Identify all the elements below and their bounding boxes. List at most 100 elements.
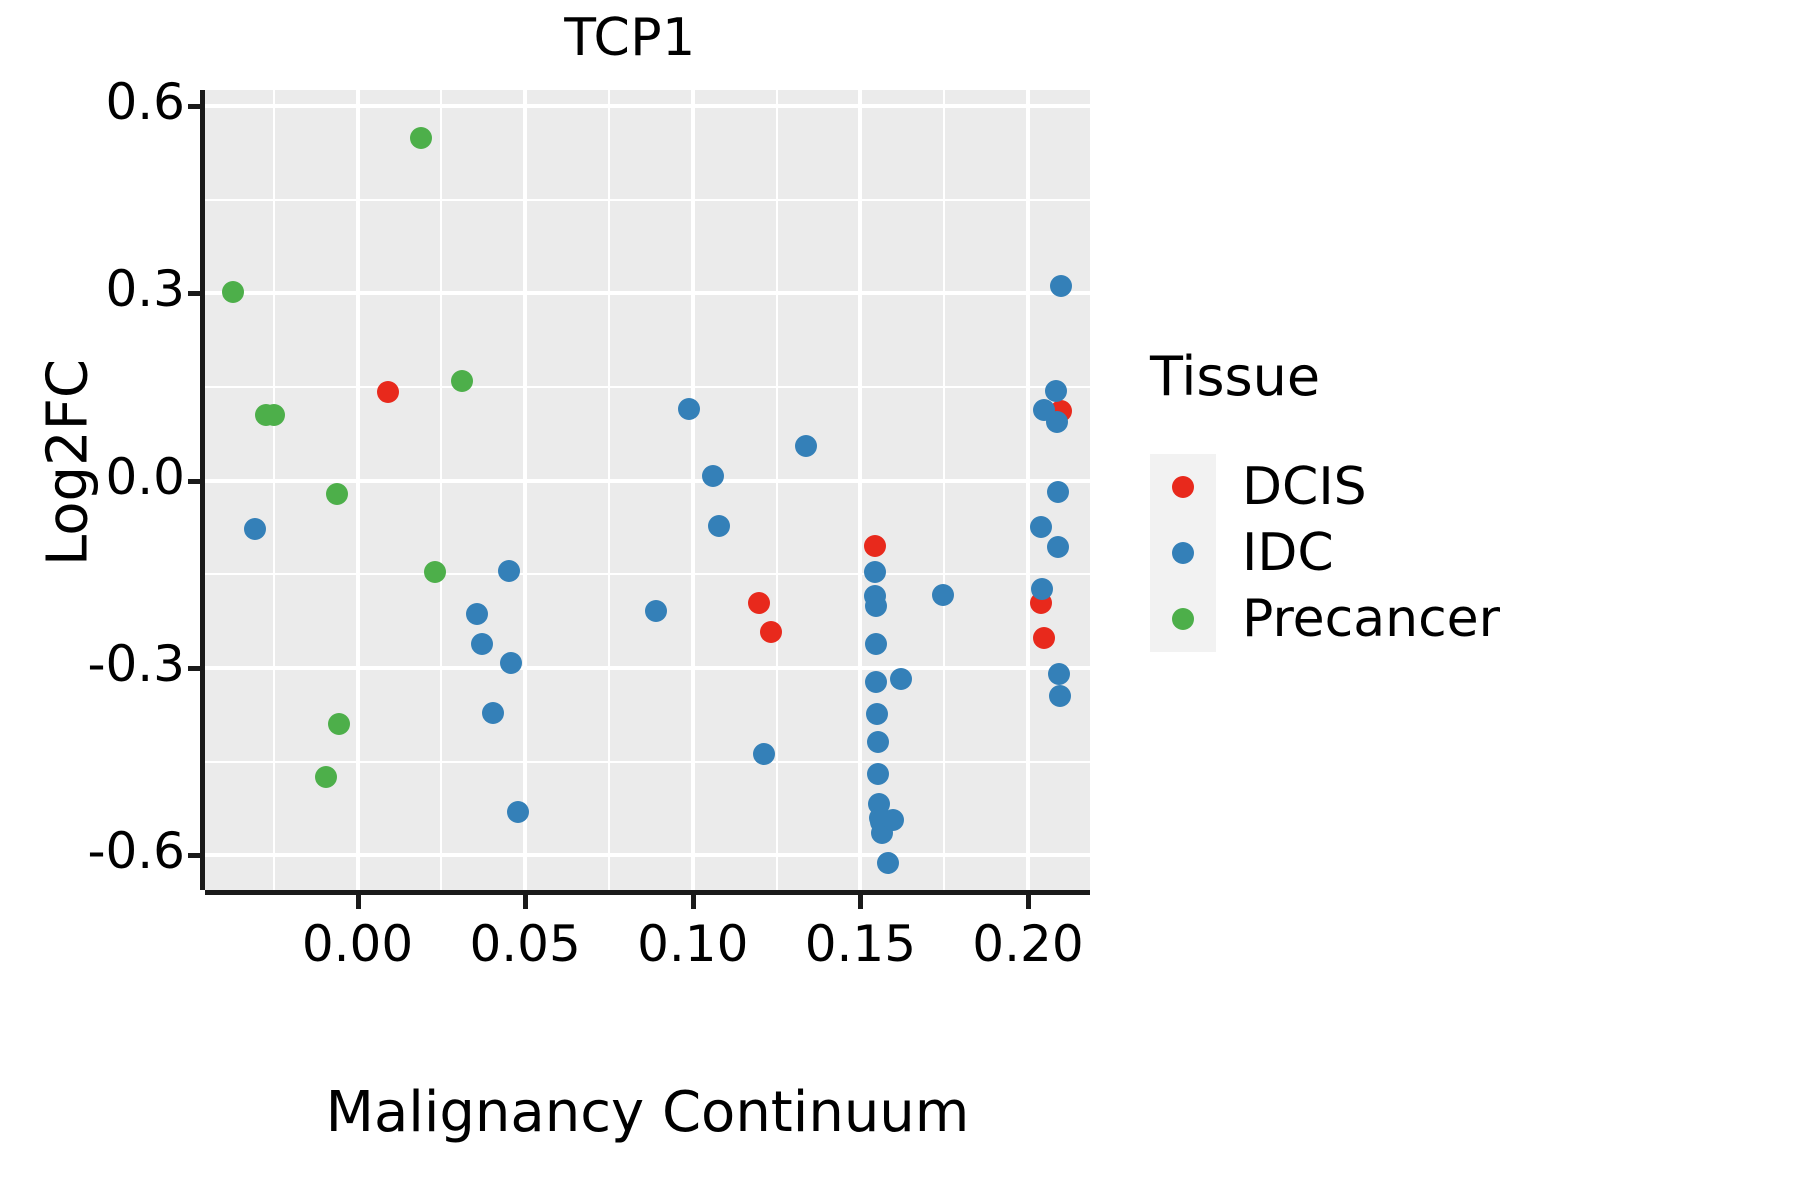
data-point-precancer [424,560,447,583]
data-point-idc [866,702,889,725]
gridline-major-horizontal [205,478,1090,483]
data-point-precancer [325,482,348,505]
gridline-major-horizontal [205,665,1090,670]
data-point-idc [498,560,521,583]
data-point-idc [644,599,667,622]
data-point-dcis [759,621,782,644]
x-axis-tick [690,895,696,909]
gridline-major-vertical [523,90,528,890]
data-point-idc [1047,663,1070,686]
legend-title: Tissue [1150,345,1321,408]
gridline-major-horizontal [205,103,1090,108]
chart-title: TCP1 [564,8,696,68]
x-axis-tick [1025,895,1031,909]
data-point-precancer [221,281,244,304]
x-axis-tick [858,895,864,909]
data-point-dcis [377,380,400,403]
x-axis-tick-label: 0.00 [301,915,414,973]
x-axis-tick [355,895,361,909]
data-point-idc [1049,274,1072,297]
y-axis-tick [188,853,202,859]
legend-item-precancer[interactable]: Precancer [1150,586,1770,652]
y-axis-tick-label: -0.3 [87,634,185,693]
data-point-idc [1030,515,1053,538]
legend-item-label: Precancer [1242,589,1501,649]
data-point-precancer [314,766,337,789]
data-point-idc [707,515,730,538]
data-point-idc [1048,685,1071,708]
x-axis-tick [523,895,529,909]
data-point-idc [752,742,775,765]
legend-item-label: DCIS [1242,457,1367,517]
data-point-precancer [263,404,286,427]
data-point-idc [866,730,889,753]
gridline-major-horizontal [205,291,1090,296]
y-axis-tick-label: 0.6 [105,72,185,131]
data-point-idc [866,763,889,786]
legend-key-swatch [1150,520,1216,586]
data-point-idc [507,801,530,824]
data-point-idc [701,464,724,487]
y-axis-tick-label: 0.0 [105,447,185,506]
gridline-minor-vertical [607,90,610,890]
data-point-idc [865,594,888,617]
data-point-idc [1046,410,1069,433]
data-point-idc [1045,380,1068,403]
y-axis-tick [188,665,202,671]
gridline-major-vertical [1025,90,1030,890]
gridline-major-vertical [858,90,863,890]
gridline-minor-horizontal [205,198,1090,201]
data-point-idc [864,561,887,584]
gridline-minor-vertical [943,90,946,890]
legend-key-swatch [1150,586,1216,652]
legend-dot-icon [1172,542,1194,564]
legend-item-label: IDC [1242,523,1334,583]
data-point-idc [1047,481,1070,504]
legend-item-idc[interactable]: IDC [1150,520,1770,586]
gridline-minor-horizontal [205,573,1090,576]
data-point-idc [1031,578,1054,601]
y-axis-title: Log2FC [35,359,101,566]
gridline-minor-horizontal [205,385,1090,388]
data-point-idc [865,671,888,694]
data-point-idc [500,651,523,674]
x-axis-tick-label: 0.10 [637,915,749,973]
y-axis-tick [188,103,202,109]
gridline-major-vertical [355,90,360,890]
y-axis-tick [188,478,202,484]
y-axis-tick-label: 0.3 [105,260,185,319]
legend-entries: DCIS IDC Precancer [1150,454,1770,652]
y-axis-tick [188,291,202,297]
legend-dot-icon [1172,608,1194,630]
data-point-idc [795,435,818,458]
legend: Tissue DCIS IDC Precancer [1150,345,1770,652]
x-axis-tick-label: 0.05 [469,915,581,973]
data-point-precancer [451,369,474,392]
y-axis-tick-label: -0.6 [87,822,185,881]
data-point-idc [865,633,888,656]
y-axis-line [200,90,205,890]
x-axis-tick-label: 0.20 [972,915,1084,973]
x-axis-tick-label: 0.15 [804,915,917,973]
gridline-minor-horizontal [205,760,1090,763]
gridline-major-horizontal [205,853,1090,858]
data-point-idc [678,397,701,420]
data-point-idc [1047,535,1070,558]
legend-item-dcis[interactable]: DCIS [1150,454,1770,520]
data-point-idc [482,701,505,724]
plot-panel [205,90,1090,890]
data-point-dcis [1033,627,1056,649]
data-point-precancer [409,127,432,150]
gridline-minor-vertical [440,90,443,890]
data-point-idc [890,668,913,691]
gridline-major-vertical [690,90,695,890]
legend-key-swatch [1150,454,1216,520]
gridline-minor-vertical [775,90,778,890]
legend-dot-icon [1172,476,1194,498]
data-point-dcis [864,534,887,557]
data-point-idc [931,583,954,606]
data-point-precancer [328,713,351,736]
data-point-idc [244,518,267,541]
x-axis-line [205,890,1090,895]
